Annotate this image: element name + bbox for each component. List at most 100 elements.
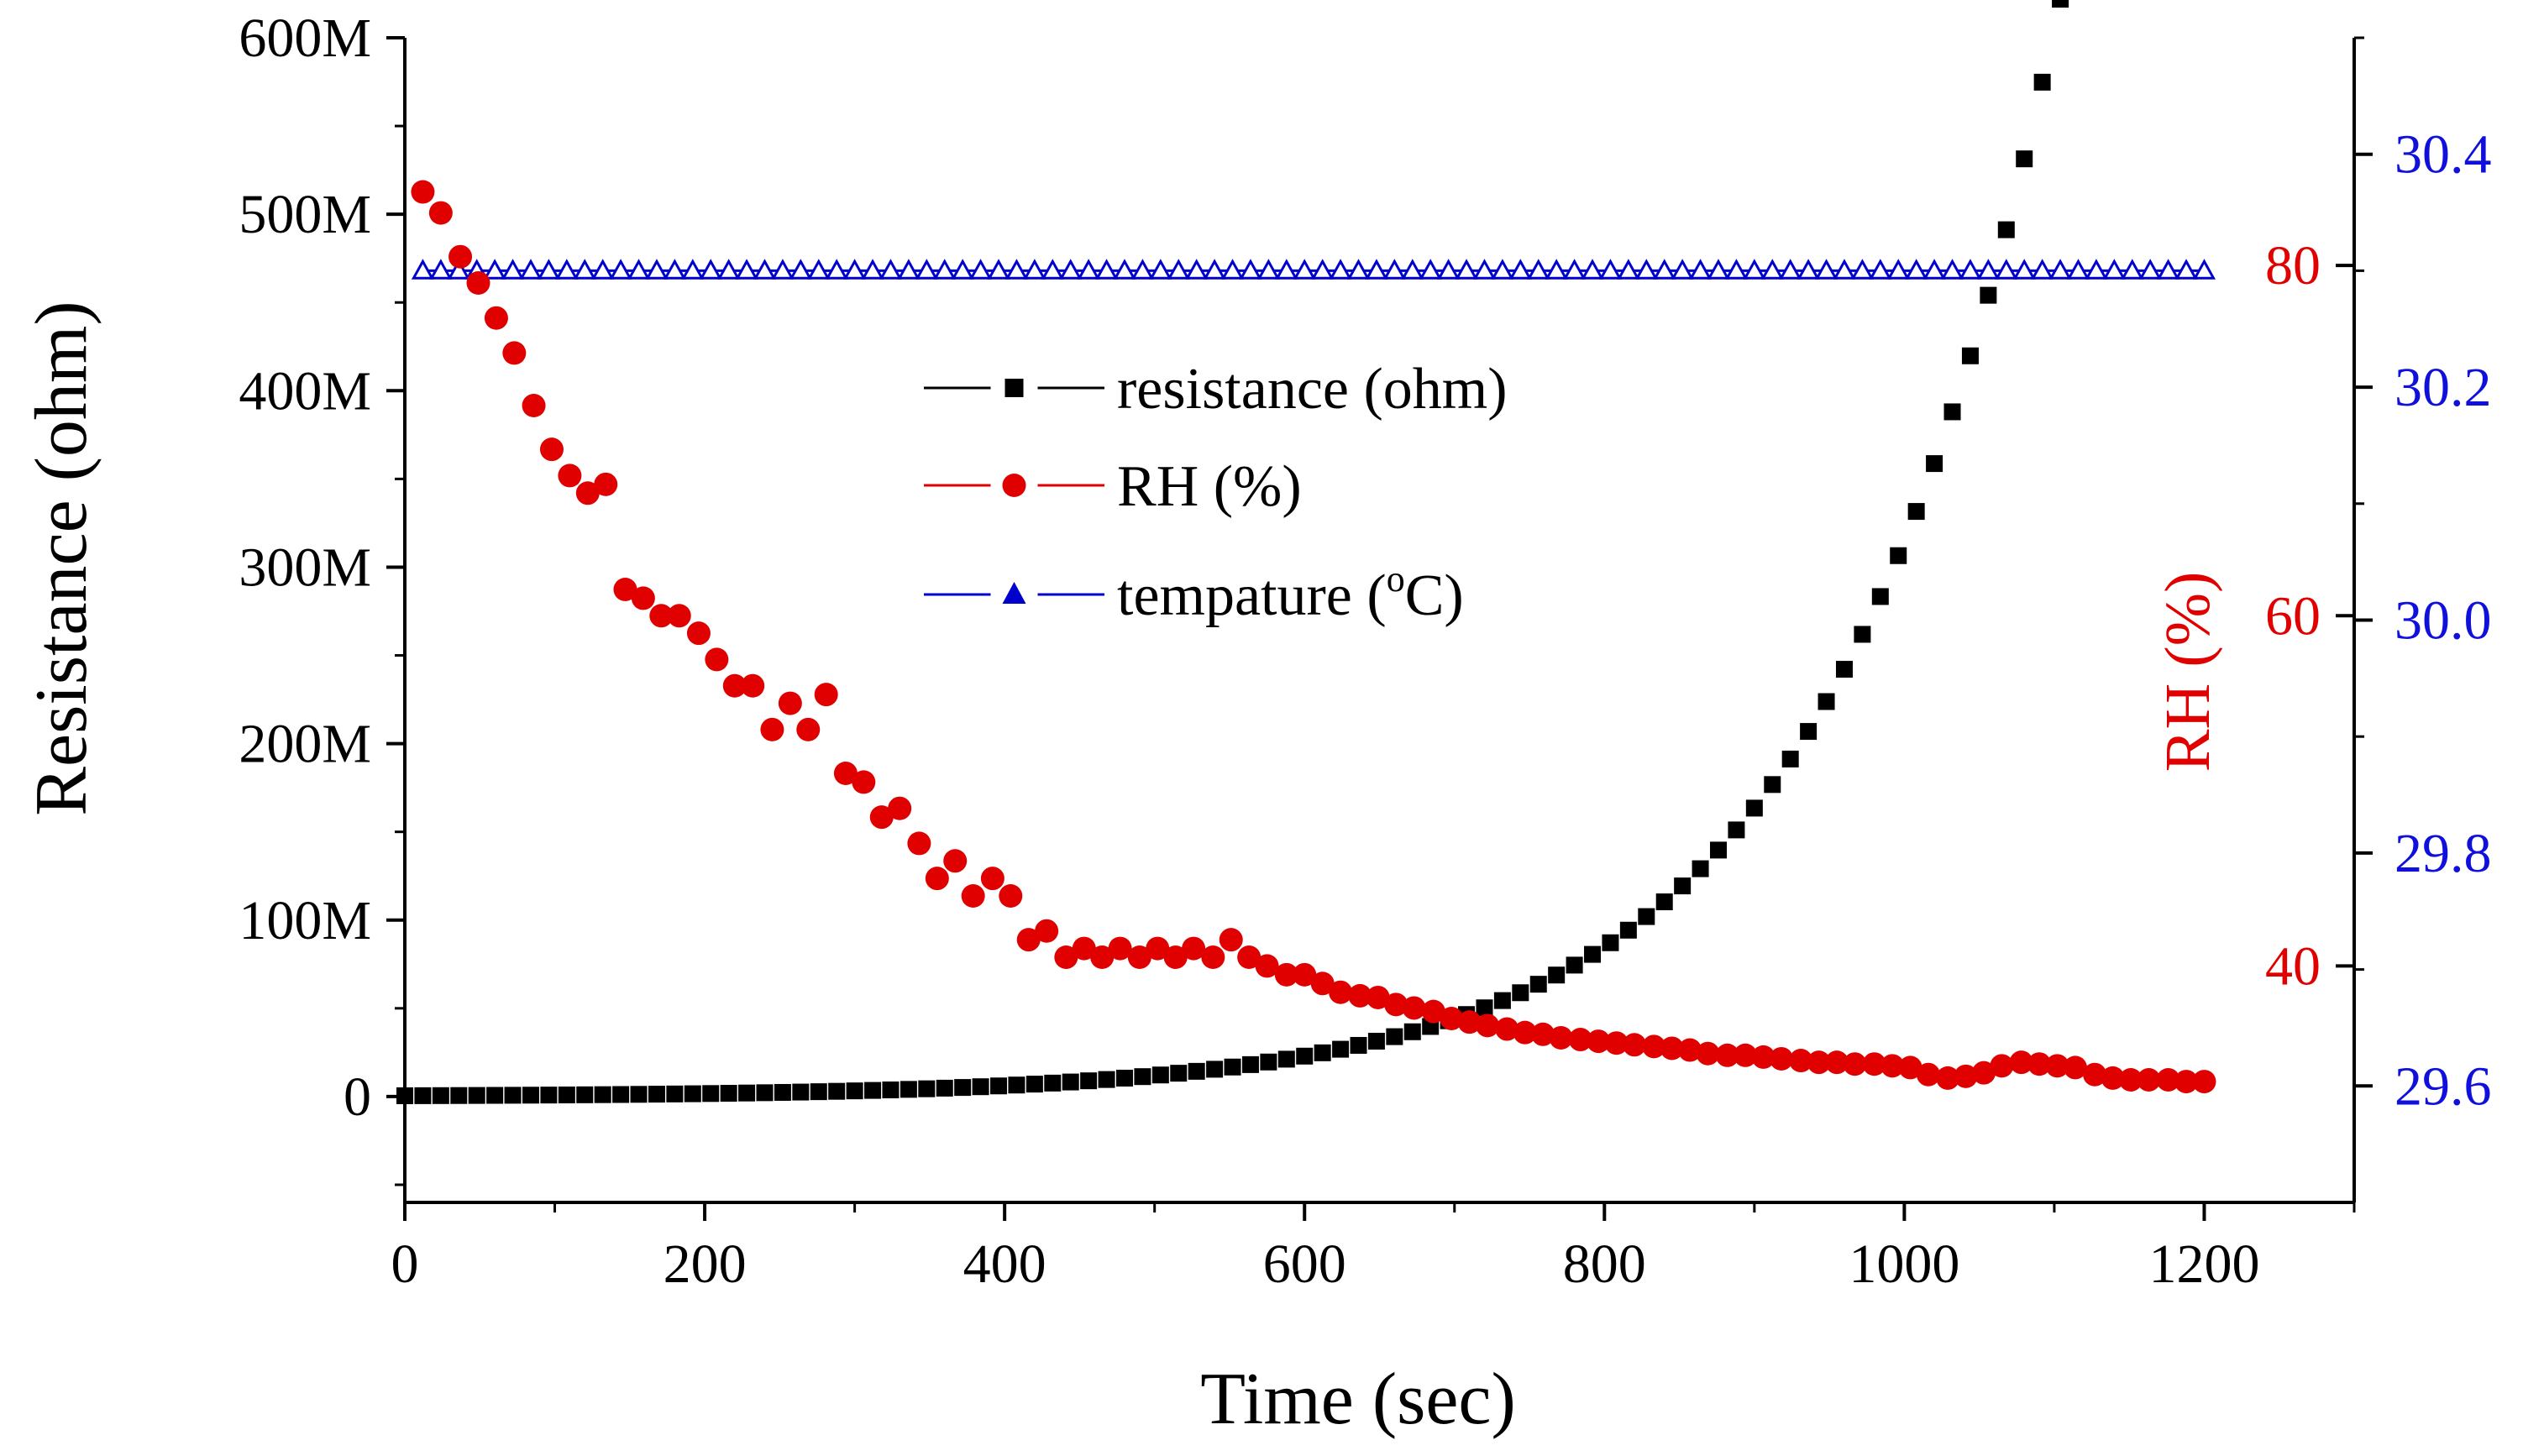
- x-tick-label: 600: [1263, 1233, 1346, 1295]
- resistance-point: [828, 1082, 846, 1100]
- rh-point: [686, 621, 711, 646]
- axis-titles: Time (sec) Resistance (ohm) RH (%): [21, 301, 2223, 1440]
- temp-point: [1617, 259, 1640, 280]
- temp-point: [1382, 259, 1406, 280]
- temp-point: [1346, 259, 1371, 280]
- resistance-point: [1871, 588, 1889, 605]
- rh-point: [1898, 1055, 1922, 1080]
- resistance-point: [1277, 1050, 1295, 1068]
- temp-point: [1095, 259, 1119, 280]
- temp-point: [1023, 259, 1046, 280]
- rh-point: [1054, 945, 1078, 969]
- resistance-point: [1403, 1023, 1421, 1040]
- rh-point: [1715, 1043, 1739, 1067]
- rh-point: [1549, 1025, 1573, 1050]
- resistance-point: [1907, 503, 1925, 521]
- rh-point: [594, 472, 618, 496]
- temp-point: [2102, 259, 2126, 280]
- plot-area: [396, 0, 2216, 1104]
- rh-point: [1587, 1029, 1611, 1054]
- resistance-point: [1602, 934, 1619, 951]
- rh-point: [1329, 980, 1353, 1004]
- rh-point: [2009, 1050, 2033, 1075]
- rh-point: [980, 867, 1004, 891]
- resistance-point: [846, 1082, 863, 1100]
- rh-point: [1310, 972, 1335, 996]
- temp-point: [1527, 259, 1550, 280]
- temp-point: [879, 259, 903, 280]
- rh-point: [1072, 936, 1096, 961]
- rh-point: [1623, 1033, 1647, 1057]
- resistance-point: [972, 1078, 989, 1096]
- temp-point: [861, 259, 884, 280]
- temp-point: [627, 259, 651, 280]
- resistance-point: [1314, 1044, 1331, 1061]
- temp-point: [1671, 259, 1694, 280]
- temp-point: [699, 259, 722, 280]
- left-y-axis-title: Resistance (ohm): [21, 301, 102, 815]
- rh-point: [1696, 1041, 1720, 1066]
- temp-point: [429, 259, 453, 280]
- rh-point: [1807, 1050, 1831, 1075]
- rh-point: [1237, 945, 1262, 969]
- resistance-point: [486, 1087, 504, 1104]
- temp-point: [1833, 259, 1856, 280]
- resistance-point: [1997, 221, 2015, 238]
- temp-point: [1689, 259, 1713, 280]
- temp-point: [1976, 259, 2000, 280]
- temp-point: [1491, 259, 1514, 280]
- resistance-point: [1619, 921, 1637, 939]
- resistance-point: [1260, 1053, 1277, 1071]
- temp-point: [1311, 259, 1335, 280]
- rh-point: [1146, 936, 1170, 961]
- rh-point: [2192, 1070, 2216, 1094]
- temp-point: [987, 259, 1010, 280]
- rh-point: [999, 884, 1023, 908]
- rh-point: [1678, 1038, 1702, 1062]
- resistance-point: [1854, 626, 1871, 643]
- resistance-point: [1890, 547, 1907, 564]
- resistance-point: [2033, 73, 2051, 91]
- temp-point: [915, 259, 938, 280]
- resistance-point: [882, 1082, 900, 1099]
- resistance-point: [666, 1085, 684, 1102]
- rh-point: [888, 796, 912, 820]
- resistance-point: [864, 1082, 882, 1099]
- rh-point: [1255, 954, 1279, 978]
- rh-point: [2063, 1055, 2087, 1080]
- rh-point: [2083, 1062, 2107, 1087]
- resistance-point: [1926, 455, 1943, 473]
- rh-point: [1734, 1043, 1758, 1067]
- temp-point: [483, 259, 506, 280]
- temp-tick-label: 30.4: [2395, 124, 2492, 186]
- temp-point: [1004, 259, 1028, 280]
- temp-point: [1850, 259, 1874, 280]
- temp-point: [1905, 259, 1928, 280]
- resistance-point: [522, 1087, 539, 1104]
- temp-point: [501, 259, 525, 280]
- temp-point: [2138, 259, 2162, 280]
- temp-point: [2066, 259, 2090, 280]
- rh-point: [575, 481, 600, 505]
- resistance-point: [468, 1087, 485, 1104]
- rh-tick-label: 40: [2265, 935, 2321, 997]
- rh-point: [796, 717, 821, 741]
- left-y-tick-label: 400M: [239, 360, 371, 422]
- rh-point: [411, 180, 435, 204]
- rh-point: [502, 341, 527, 365]
- x-tick-label: 800: [1563, 1233, 1646, 1295]
- temp-point: [753, 259, 777, 280]
- temp-point: [897, 259, 921, 280]
- resistance-point: [738, 1084, 756, 1102]
- rh-point: [466, 271, 490, 295]
- resistance-point: [1367, 1032, 1385, 1050]
- resistance-point: [936, 1079, 953, 1097]
- resistance-point: [504, 1087, 522, 1104]
- x-axis-title: Time (sec): [1200, 1359, 1516, 1440]
- resistance-point: [1709, 841, 1727, 859]
- legend-label: tempature (oC): [1117, 558, 1464, 628]
- temp-point: [1598, 259, 1622, 280]
- rh-point: [1440, 1007, 1464, 1030]
- rh-point: [722, 673, 747, 698]
- rh-point: [1916, 1062, 1940, 1087]
